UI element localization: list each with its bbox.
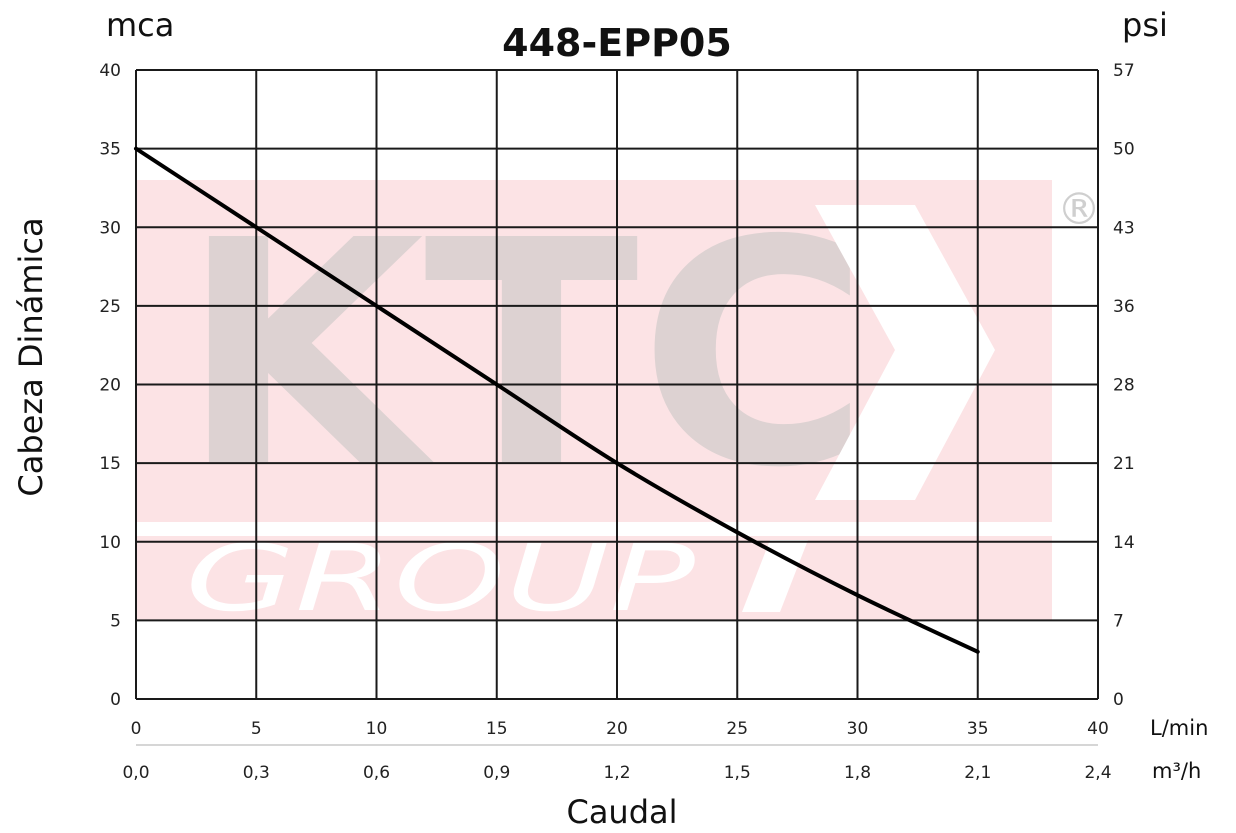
x2-tick-label: 0,6	[363, 763, 390, 783]
x-tick-label: 0	[131, 719, 142, 739]
x-tick-label: 15	[486, 719, 508, 739]
series-layer	[134, 146, 980, 654]
x-tick-label: 40	[1087, 719, 1109, 739]
x2-tick-label: 0,9	[483, 763, 510, 783]
y-tick-label: 30	[99, 218, 121, 238]
y-tick-label: 25	[99, 297, 121, 317]
y2-tick-label: 28	[1113, 376, 1135, 396]
x-tick-label: 10	[366, 719, 388, 739]
watermark-ktc: KTC	[180, 175, 870, 536]
y-tick-label: 40	[99, 61, 121, 81]
x2-tick-labels: 0,0 0,3 0,6 0,9 1,2 1,5 1,8 2,1 2,4	[122, 763, 1111, 783]
y-tick-label: 5	[110, 611, 121, 631]
x2-tick-label: 2,4	[1084, 763, 1111, 783]
x-tick-label: 30	[847, 719, 869, 739]
watermark-chevron	[815, 205, 995, 500]
y-tick-label: 0	[110, 690, 121, 710]
y2-tick-label: 43	[1113, 218, 1135, 238]
watermark-slash	[742, 540, 808, 612]
x-tick-labels: 0 5 10 15 20 25 30 35 40	[131, 719, 1109, 739]
x2-tick-label: 1,8	[844, 763, 871, 783]
y-tick-label: 35	[99, 140, 121, 160]
y2-tick-label: 36	[1113, 297, 1135, 317]
y2-tick-label: 0	[1113, 690, 1124, 710]
y2-tick-label: 7	[1113, 611, 1124, 631]
y2-tick-labels: 0 7 14 21 28 36 43 50 57	[1113, 61, 1135, 710]
y2-tick-label: 50	[1113, 140, 1135, 160]
x2-tick-label: 1,2	[603, 763, 630, 783]
y-tick-labels: 0 5 10 15 20 25 30 35 40	[99, 61, 121, 710]
x-axis-label: Caudal	[566, 793, 677, 831]
y2-tick-label: 57	[1113, 61, 1135, 81]
x-tick-label: 35	[967, 719, 989, 739]
x2-tick-label: 0,3	[243, 763, 270, 783]
y-tick-label: 15	[99, 454, 121, 474]
x-tick-label: 5	[251, 719, 262, 739]
x2-tick-label: 0,0	[122, 763, 149, 783]
y-tick-label: 10	[99, 533, 121, 553]
x-tick-label: 25	[726, 719, 748, 739]
x-unit-secondary: m³/h	[1152, 759, 1201, 783]
y2-tick-label: 14	[1113, 533, 1135, 553]
x2-tick-label: 1,5	[724, 763, 751, 783]
watermark: KTC GROUP ®	[136, 175, 1101, 632]
x-tick-label: 20	[606, 719, 628, 739]
y2-tick-label: 21	[1113, 454, 1135, 474]
y-tick-label: 20	[99, 376, 121, 396]
left-unit-label: mca	[106, 6, 174, 44]
chart-title: 448-EPP05	[502, 21, 732, 65]
watermark-group: GROUP	[185, 525, 696, 632]
series-line	[134, 146, 980, 654]
y-axis-label: Cabeza Dinámica	[12, 217, 50, 496]
watermark-stripe	[136, 522, 1052, 536]
right-unit-label: psi	[1122, 6, 1168, 44]
x-unit-primary: L/min	[1150, 716, 1208, 740]
x2-tick-label: 2,1	[964, 763, 991, 783]
